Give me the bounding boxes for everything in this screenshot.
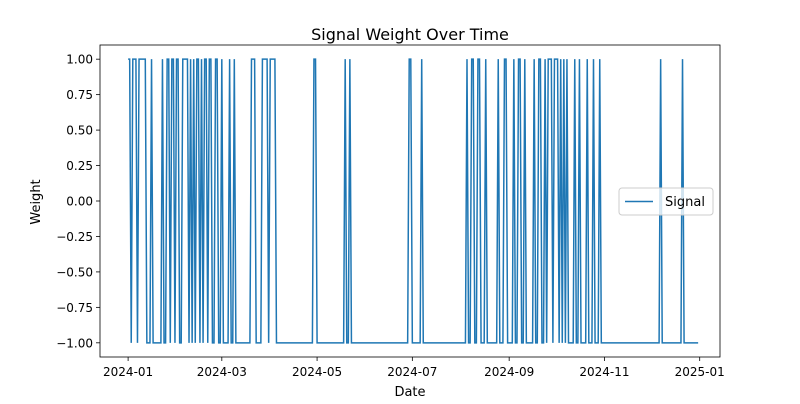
- legend-box: [618, 187, 714, 216]
- x-tick-label: 2024-03: [197, 365, 247, 379]
- plot-area: [128, 58, 699, 344]
- y-tick-label: −1.00: [56, 336, 93, 350]
- y-tick-label: −0.25: [56, 230, 93, 244]
- axes: 2024-01 2024-03 2024-05 2024-07 2024-09 2024-…: [56, 44, 725, 379]
- y-tick-label: −0.50: [56, 265, 93, 279]
- x-tick-label: 2024-07: [387, 365, 437, 379]
- x-tick-label: 2024-05: [292, 365, 342, 379]
- y-tick-label: −0.75: [56, 301, 93, 315]
- y-tick-label: 1.00: [66, 53, 93, 67]
- legend: Signal: [618, 187, 714, 216]
- x-tick-label: 2024-01: [103, 365, 153, 379]
- x-axis-label: Date: [394, 385, 425, 400]
- y-tick-label: 0.50: [66, 124, 93, 138]
- y-axis-label: Weight: [29, 179, 44, 224]
- legend-label: Signal: [665, 195, 705, 210]
- series-line-signal: [128, 58, 699, 344]
- x-tick-label: 2024-11: [579, 365, 629, 379]
- y-tick-label: 0.75: [66, 88, 93, 102]
- chart-title: Signal Weight Over Time: [311, 25, 509, 44]
- y-tick-label: 0.25: [66, 159, 93, 173]
- x-tick-label: 2024-09: [484, 365, 534, 379]
- y-tick-label: 0.00: [66, 195, 93, 209]
- x-tick-label: 2025-01: [675, 365, 725, 379]
